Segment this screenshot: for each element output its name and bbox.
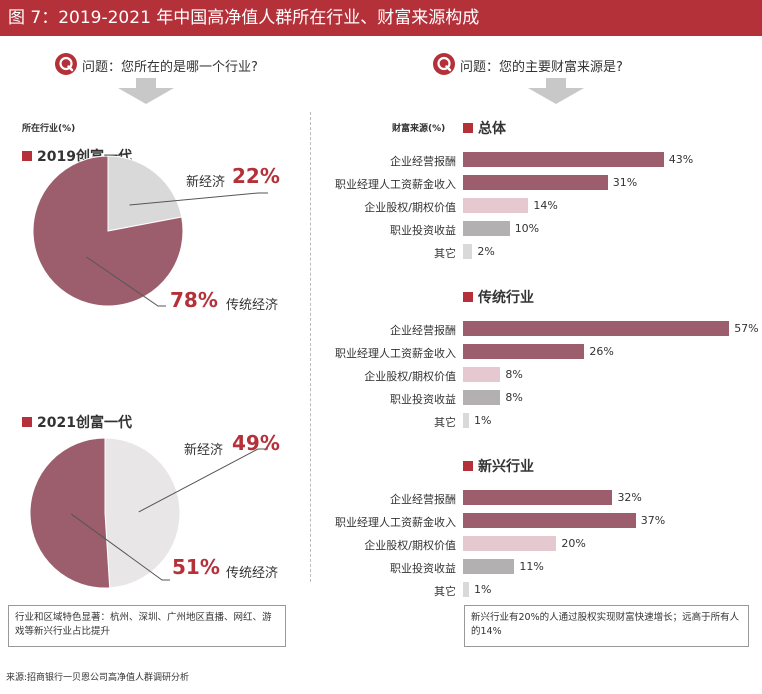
bar-group-title: 传统行业 [463,287,534,307]
bar [463,367,501,382]
bar-value-label: 8% [505,368,523,381]
bar-category-label: 企业股权/期权价值 [364,370,456,383]
bar-category-label: 职业经理人工资薪金收入 [335,178,456,191]
pie-2021-label-traditional: 传统经济 [226,566,279,581]
bar-value-label: 8% [505,391,523,404]
right-note: 新兴行业有20%的人通过股权实现财富快速增长；远高于所有人的14% [464,605,749,647]
bar-category-label: 企业经营报酬 [390,155,456,168]
pie-leader-line [138,448,268,513]
bar [463,513,636,528]
bar-value-label: 26% [589,345,614,358]
bar-value-label: 14% [533,199,558,212]
bar [463,221,510,236]
pie-chart-2019 [32,155,268,307]
bar-value-label: 11% [519,560,544,573]
bar-value-label: 43% [668,153,694,166]
bar-value-label: 57% [734,322,759,335]
bar-category-label: 职业经理人工资薪金收入 [335,516,456,529]
pie-leader-line [70,513,170,581]
bar-category-label: 职业投资收益 [390,393,456,406]
bar-category-label: 企业经营报酬 [390,324,456,337]
question-icon [433,53,455,75]
right-axis-label: 财富来源(%) [392,124,446,134]
pie-leader-line [129,192,268,206]
pie-2021-title: 2021创富一代 [22,412,132,432]
bar [463,152,664,167]
pie-2021-pct-traditional: 51% [172,555,220,579]
bar-category-label: 职业经理人工资薪金收入 [335,347,456,360]
section-marker [463,123,473,133]
pie-leader-line [86,256,166,307]
bar-value-label: 2% [477,245,495,258]
bar-category-label: 职业投资收益 [390,562,456,575]
pie-2019-pct-new: 22% [232,164,280,188]
bar [463,413,469,428]
bar-value-label: 1% [474,583,492,596]
bar [463,244,473,259]
pie-chart-2021 [29,437,268,589]
bar-group-title-text: 新兴行业 [478,459,534,475]
pie-2021-label-new: 新经济 [184,443,224,458]
question-icon [55,53,77,75]
section-marker [463,461,473,471]
pie-slice-new-economy [107,155,183,232]
pie-2021-pct-new: 49% [232,431,280,455]
bar-category-label: 职业投资收益 [390,224,456,237]
pie-slice-traditional-economy [32,155,184,307]
source-text: 来源:招商银行一贝恩公司高净值人群调研分析 [6,673,190,683]
pie-2019-pct-traditional: 78% [170,288,218,312]
bar-value-label: 1% [474,414,492,427]
bar-category-label: 其它 [434,247,456,260]
bar-category-label: 企业股权/期权价值 [364,201,456,214]
bar [463,175,608,190]
right-question: 问题：您的主要财富来源是? [460,60,623,75]
bar [463,490,613,505]
bar-group-title-text: 总体 [478,121,506,137]
pie-slice-traditional-economy [29,437,111,589]
column-divider [310,112,311,582]
bar-value-label: 31% [612,176,638,189]
arrow-down-icon [118,78,174,104]
bar-group-title-text: 传统行业 [478,290,534,306]
pie-2019-label-new: 新经济 [186,175,226,190]
section-marker [22,151,32,161]
bar [463,559,515,574]
bar [463,536,557,551]
bar-category-label: 企业股权/期权价值 [364,539,456,552]
bar [463,390,501,405]
bar-category-label: 其它 [434,416,456,429]
bar [463,321,730,336]
bar-value-label: 37% [640,514,666,527]
figure-title: 图 7：2019-2021 年中国高净值人群所在行业、财富来源构成 [0,0,762,36]
arrow-down-icon [528,78,584,104]
pie-slice-new-economy [104,437,181,589]
bar-group-title: 总体 [463,118,506,138]
pie-2021-title-text: 2021创富一代 [37,415,132,431]
bar-value-label: 20% [561,537,586,550]
bar-category-label: 企业经营报酬 [390,493,456,506]
bar [463,582,469,597]
left-note: 行业和区域特色显著：杭州、深圳、广州地区直播、网红、游戏等新兴行业占比提升 [8,605,286,647]
bar-category-label: 其它 [434,585,456,598]
section-marker [463,292,473,302]
left-axis-label: 所在行业(%) [22,124,76,134]
bar-value-label: 10% [514,222,540,235]
bar [463,344,585,359]
bar-group-title: 新兴行业 [463,456,534,476]
left-question: 问题：您所在的是哪一个行业? [82,60,258,75]
bar-value-label: 32% [617,491,642,504]
bar [463,198,529,213]
section-marker [22,417,32,427]
pie-2019-label-traditional: 传统经济 [226,298,279,313]
